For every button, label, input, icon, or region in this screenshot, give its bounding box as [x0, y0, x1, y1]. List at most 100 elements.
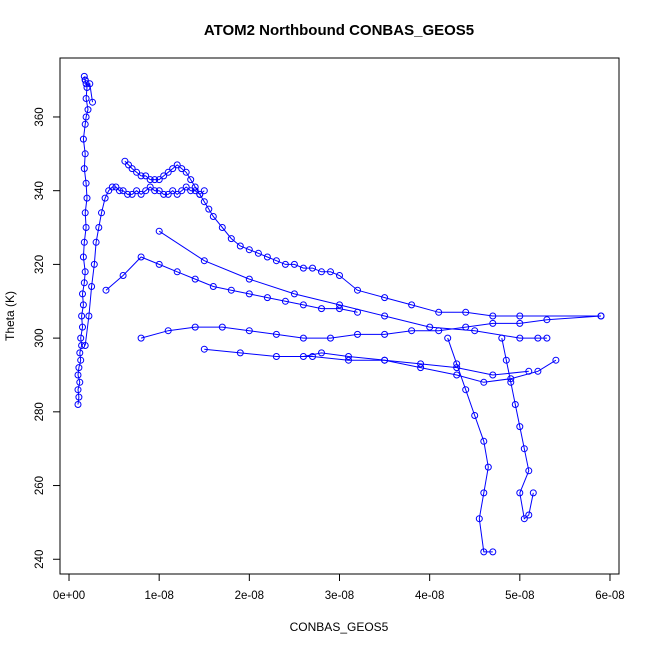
data-point [76, 378, 84, 386]
data-point [435, 327, 443, 335]
data-point [354, 330, 361, 338]
data-point [191, 183, 199, 191]
data-point [92, 238, 100, 246]
data-point [529, 489, 537, 497]
data-point [84, 106, 92, 114]
data-point [74, 386, 82, 394]
y-tick-label: 300 [34, 329, 46, 348]
data-point [142, 187, 150, 195]
data-point [164, 327, 172, 335]
data-point [489, 371, 497, 379]
data-point [164, 190, 172, 198]
data-point [82, 179, 90, 187]
data-point [309, 264, 316, 272]
data-point [336, 272, 343, 279]
data-point [408, 301, 416, 309]
data-point [462, 308, 470, 316]
data-point [444, 334, 452, 342]
data-point [164, 168, 172, 176]
data-point [227, 286, 235, 294]
data-point [516, 489, 524, 497]
x-axis-label: CONBAS_GEOS5 [290, 620, 389, 634]
data-point [498, 334, 506, 342]
data-point [272, 353, 280, 360]
series-line [84, 186, 205, 346]
data-point [76, 349, 84, 357]
data-point [290, 260, 298, 268]
data-point [516, 312, 524, 320]
data-point [245, 290, 253, 298]
x-tick-label: 4e-08 [415, 590, 444, 602]
y-tick-label: 360 [34, 107, 46, 126]
data-point [112, 183, 120, 191]
data-point [124, 190, 132, 198]
data-point [516, 423, 524, 431]
data-point [345, 353, 352, 360]
x-tick-label: 2e-08 [235, 590, 264, 602]
data-point [80, 72, 88, 80]
data-point [281, 297, 289, 305]
data-point [480, 548, 488, 556]
data-point [205, 205, 213, 213]
series-line [140, 315, 602, 339]
data-point [453, 360, 461, 368]
data-point [200, 198, 208, 206]
data-point [173, 190, 181, 198]
data-point [462, 386, 470, 394]
data-point [133, 187, 141, 195]
data-point [462, 323, 470, 331]
data-point [245, 275, 253, 283]
data-point [81, 209, 89, 217]
data-point [182, 183, 190, 191]
data-point [83, 194, 91, 202]
data-point [263, 294, 271, 302]
data-point [327, 334, 334, 342]
data-point [489, 312, 497, 320]
data-point [169, 165, 177, 173]
chart-title: ATOM2 Northbound CONBAS_GEOS5 [204, 22, 474, 39]
data-point [137, 334, 145, 342]
data-point [327, 268, 334, 276]
data-point [146, 176, 154, 184]
data-point [236, 242, 244, 250]
data-point [78, 312, 86, 320]
data-point [79, 135, 87, 143]
data-point [408, 327, 416, 335]
data-point [81, 150, 89, 158]
data-point [543, 334, 551, 342]
data-point [108, 183, 116, 191]
data-point [381, 356, 389, 364]
data-point [173, 268, 181, 276]
data-point [116, 187, 123, 195]
data-point [191, 275, 199, 283]
data-point [484, 463, 492, 471]
y-axis: 240 260 280 300 320 340 360 [34, 107, 61, 569]
data-point [290, 290, 298, 298]
data-point [471, 327, 479, 335]
data-point [520, 515, 528, 523]
data-point [151, 176, 159, 184]
data-point [80, 279, 88, 287]
data-point [81, 268, 89, 276]
data-point [354, 308, 361, 316]
data-point [133, 168, 141, 176]
data-point [191, 187, 199, 195]
series-points [74, 72, 605, 556]
data-point [471, 412, 479, 419]
data-point [98, 209, 105, 217]
data-point [74, 401, 82, 408]
data-point [381, 312, 389, 320]
data-point [137, 172, 145, 180]
data-point [245, 246, 253, 254]
x-tick-label: 1e-08 [144, 590, 173, 602]
data-point [74, 371, 82, 379]
data-point [480, 437, 488, 445]
data-point [381, 330, 389, 338]
data-point [137, 190, 145, 198]
data-point [272, 257, 280, 265]
y-tick-label: 260 [34, 476, 46, 495]
data-point [435, 308, 443, 316]
data-point [525, 367, 533, 375]
data-point [453, 364, 461, 372]
data-point [101, 194, 109, 202]
